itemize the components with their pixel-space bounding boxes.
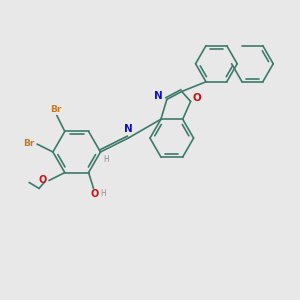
Text: Br: Br [50, 105, 61, 114]
Text: Br: Br [23, 139, 34, 148]
Text: O: O [193, 93, 201, 103]
Text: H: H [100, 189, 106, 198]
Text: O: O [39, 176, 47, 185]
Text: O: O [90, 189, 99, 200]
Text: N: N [124, 124, 133, 134]
Text: N: N [154, 92, 163, 101]
Text: H: H [103, 155, 109, 164]
